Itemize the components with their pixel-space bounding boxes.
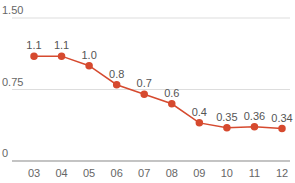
svg-text:11: 11 bbox=[249, 167, 260, 179]
svg-text:1.1: 1.1 bbox=[54, 39, 69, 51]
svg-text:0.7: 0.7 bbox=[137, 77, 152, 89]
svg-text:04: 04 bbox=[55, 167, 67, 179]
svg-text:07: 07 bbox=[138, 167, 150, 179]
svg-text:09: 09 bbox=[193, 167, 205, 179]
svg-text:0.34: 0.34 bbox=[271, 112, 287, 124]
svg-text:05: 05 bbox=[83, 167, 95, 179]
svg-text:0.4: 0.4 bbox=[192, 106, 207, 118]
svg-text:06: 06 bbox=[111, 167, 123, 179]
svg-text:03: 03 bbox=[28, 167, 40, 179]
svg-text:1.0: 1.0 bbox=[81, 49, 96, 61]
svg-text:0.36: 0.36 bbox=[244, 110, 265, 122]
svg-text:12: 12 bbox=[276, 167, 287, 179]
svg-text:0.8: 0.8 bbox=[109, 68, 124, 80]
svg-text:0.75: 0.75 bbox=[8, 76, 23, 88]
svg-text:1.50: 1.50 bbox=[8, 4, 23, 16]
svg-text:0.6: 0.6 bbox=[164, 87, 179, 99]
svg-text:1.1: 1.1 bbox=[26, 39, 41, 51]
svg-text:0: 0 bbox=[8, 147, 9, 159]
svg-text:0.35: 0.35 bbox=[216, 111, 237, 123]
svg-text:10: 10 bbox=[221, 167, 233, 179]
svg-text:08: 08 bbox=[166, 167, 178, 179]
